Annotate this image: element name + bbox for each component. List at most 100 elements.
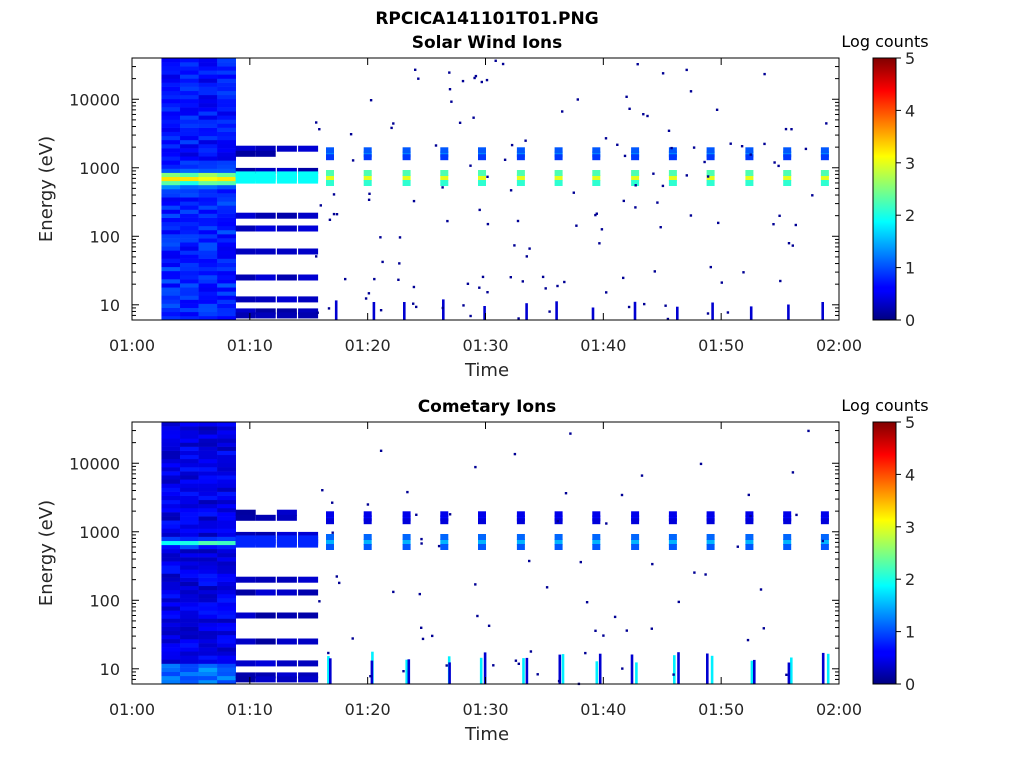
heatmap-cell (821, 539, 824, 543)
heatmap-cell (161, 544, 181, 550)
heatmap-cell (180, 115, 199, 120)
heatmap-cell (198, 462, 218, 468)
heatmap-cell (364, 297, 368, 300)
heatmap-cell (198, 176, 218, 182)
heatmap-cell (180, 315, 199, 321)
heatmap-cell (217, 622, 236, 627)
heatmap-cell (794, 223, 797, 227)
heatmap-cell (161, 70, 181, 75)
heatmap-cell (217, 221, 236, 227)
heatmap-cell (469, 314, 472, 318)
heatmap-cell (198, 479, 218, 484)
heatmap-cell (235, 589, 256, 596)
heatmap-cell (522, 658, 525, 684)
heatmap-cell (161, 168, 181, 173)
heatmap-cell (198, 86, 218, 92)
heatmap-cell (478, 208, 481, 212)
heatmap-cell (180, 213, 199, 218)
heatmap-cell (255, 672, 276, 679)
heatmap-cell (217, 115, 236, 120)
heatmap-cell (217, 630, 236, 636)
heatmap-cell (217, 66, 236, 71)
heatmap-cell (198, 270, 218, 276)
heatmap-cell (161, 131, 181, 137)
heatmap-cell (321, 489, 324, 492)
heatmap-cell (161, 62, 181, 67)
plot-frame (131, 421, 840, 685)
heatmap-cell (161, 139, 181, 145)
heatmap-cell (298, 638, 319, 645)
heatmap-cell (180, 201, 199, 206)
heatmap-cell (298, 612, 319, 619)
heatmap-cell (198, 614, 218, 619)
heatmap-cell (481, 275, 485, 279)
heatmap-cell (217, 295, 236, 300)
heatmap-cell (198, 487, 218, 492)
heatmap-cell (729, 142, 732, 145)
heatmap-cell (670, 146, 673, 150)
heatmap-cell (161, 307, 181, 313)
heatmap-cell (689, 214, 693, 217)
heatmap-cell (783, 154, 792, 161)
heatmap-cell (217, 598, 236, 603)
heatmap-cell (363, 170, 372, 176)
heatmap-cell (440, 154, 449, 161)
heatmap-cell (217, 139, 236, 145)
heatmap-cell (180, 458, 199, 464)
heatmap-cell (180, 606, 199, 611)
heatmap-cell (217, 156, 236, 161)
heatmap-cell (516, 180, 525, 186)
heatmap-cell (630, 654, 634, 684)
heatmap-cell (235, 312, 256, 319)
heatmap-cell (198, 610, 218, 615)
heatmap-cell (572, 191, 575, 194)
heatmap-cell (640, 474, 644, 477)
heatmap-cell (745, 174, 754, 181)
heatmap-cell (668, 544, 677, 550)
heatmap-cell (440, 180, 449, 186)
heatmap-cell (217, 614, 236, 619)
heatmap-cell (180, 127, 199, 132)
heatmap-cell (161, 103, 181, 108)
heatmap-cell (440, 511, 449, 518)
heatmap-cell (327, 656, 330, 684)
heatmap-cell (298, 177, 319, 184)
heatmap-cell (327, 307, 331, 310)
heatmap-cell (217, 213, 236, 218)
heatmap-cell (180, 62, 199, 67)
heatmap-cell (772, 223, 775, 226)
heatmap-cell (405, 659, 408, 684)
heatmap-cell (315, 255, 318, 258)
heatmap-cell (392, 590, 395, 594)
heatmap-cell (319, 204, 322, 207)
heatmap-cell (161, 135, 181, 141)
heatmap-cell (180, 598, 199, 603)
heatmap-cell (363, 544, 372, 550)
heatmap-cell (198, 189, 218, 194)
heatmap-cell (161, 201, 181, 206)
heatmap-cell (198, 647, 218, 652)
heatmap-cell (217, 589, 236, 595)
heatmap-cell (398, 236, 402, 239)
heatmap-cell (161, 438, 181, 443)
heatmap-cell (198, 311, 218, 317)
heatmap-cell (198, 148, 218, 153)
heatmap-cell (276, 312, 297, 319)
heatmap-cell (180, 135, 199, 141)
heatmap-cell (668, 154, 677, 161)
heatmap-cell (180, 295, 199, 300)
heatmap-cell (390, 126, 393, 130)
heatmap-cell (445, 664, 448, 667)
heatmap-cell (276, 576, 297, 583)
heatmap-cell (379, 449, 383, 452)
heatmap-cell (217, 86, 236, 92)
heatmap-cell (217, 450, 236, 456)
heatmap-cell (198, 634, 218, 640)
heatmap-cell (276, 177, 297, 184)
heatmap-cell (437, 544, 441, 548)
heatmap-cell (161, 58, 181, 63)
heatmap-cell (217, 197, 236, 202)
heatmap-cell (631, 544, 640, 550)
heatmap-cell (180, 221, 199, 227)
heatmap-cell (217, 516, 236, 521)
